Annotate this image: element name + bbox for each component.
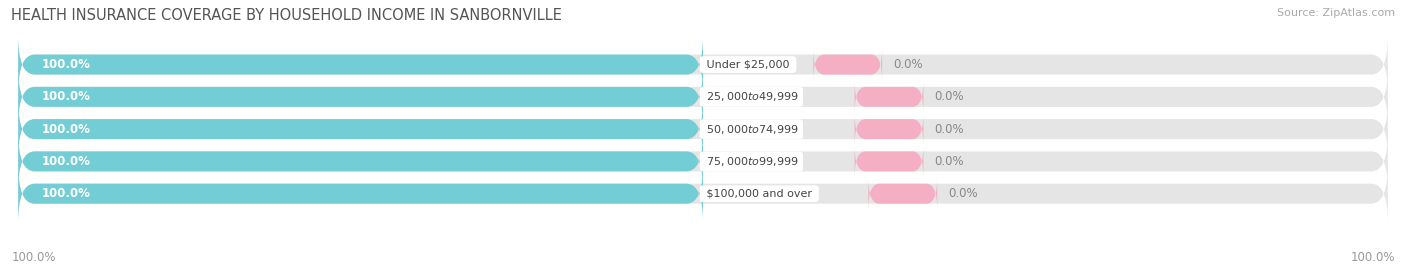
Text: Under $25,000: Under $25,000 <box>703 59 793 70</box>
Text: $100,000 and over: $100,000 and over <box>703 189 815 199</box>
Text: HEALTH INSURANCE COVERAGE BY HOUSEHOLD INCOME IN SANBORNVILLE: HEALTH INSURANCE COVERAGE BY HOUSEHOLD I… <box>11 8 562 23</box>
Text: 0.0%: 0.0% <box>893 58 922 71</box>
Text: $75,000 to $99,999: $75,000 to $99,999 <box>703 155 800 168</box>
FancyBboxPatch shape <box>18 165 703 222</box>
FancyBboxPatch shape <box>18 133 1388 190</box>
FancyBboxPatch shape <box>18 36 703 93</box>
FancyBboxPatch shape <box>18 68 703 126</box>
FancyBboxPatch shape <box>869 178 938 210</box>
Text: 0.0%: 0.0% <box>935 90 965 103</box>
Text: 100.0%: 100.0% <box>42 155 90 168</box>
Text: 100.0%: 100.0% <box>42 123 90 136</box>
Text: 0.0%: 0.0% <box>935 123 965 136</box>
FancyBboxPatch shape <box>18 36 1388 93</box>
FancyBboxPatch shape <box>18 68 1388 126</box>
FancyBboxPatch shape <box>855 146 924 177</box>
FancyBboxPatch shape <box>813 49 882 80</box>
Text: 100.0%: 100.0% <box>42 90 90 103</box>
FancyBboxPatch shape <box>18 100 703 158</box>
Text: 100.0%: 100.0% <box>1350 251 1395 264</box>
Text: 100.0%: 100.0% <box>11 251 56 264</box>
FancyBboxPatch shape <box>18 133 703 190</box>
Text: $50,000 to $74,999: $50,000 to $74,999 <box>703 123 800 136</box>
FancyBboxPatch shape <box>18 100 1388 158</box>
Text: 100.0%: 100.0% <box>42 58 90 71</box>
Text: Source: ZipAtlas.com: Source: ZipAtlas.com <box>1277 8 1395 18</box>
FancyBboxPatch shape <box>855 81 924 113</box>
Text: 0.0%: 0.0% <box>935 155 965 168</box>
FancyBboxPatch shape <box>18 165 1388 222</box>
Text: 0.0%: 0.0% <box>948 187 979 200</box>
Text: $25,000 to $49,999: $25,000 to $49,999 <box>703 90 800 103</box>
Text: 100.0%: 100.0% <box>42 187 90 200</box>
FancyBboxPatch shape <box>855 113 924 145</box>
